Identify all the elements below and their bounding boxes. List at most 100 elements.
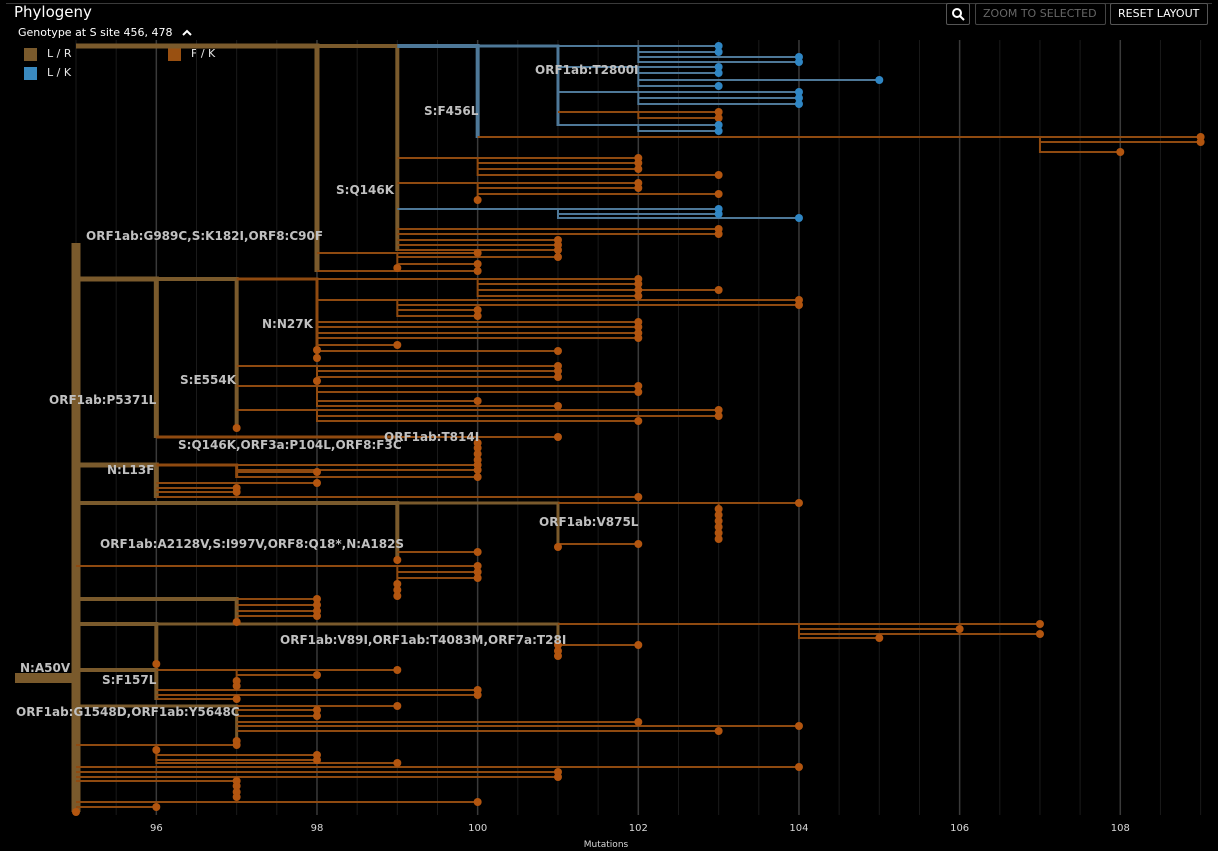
tip-node[interactable] [634, 641, 643, 649]
tip-node[interactable] [553, 543, 562, 551]
tip-node[interactable] [714, 727, 723, 735]
tip-node[interactable] [714, 286, 723, 294]
tip-node[interactable] [634, 540, 643, 548]
genotype-selector[interactable]: Genotype at S site 456, 478 [18, 26, 192, 39]
tip-node[interactable] [714, 190, 723, 198]
tip-node[interactable] [553, 402, 562, 410]
tip-node[interactable] [232, 782, 241, 790]
tip-node[interactable] [634, 280, 643, 288]
tip-node[interactable] [714, 69, 723, 77]
tip-node[interactable] [232, 741, 241, 749]
tip-node[interactable] [553, 773, 562, 781]
tip-node[interactable] [714, 63, 723, 71]
tip-node[interactable] [312, 612, 321, 620]
tip-node[interactable] [152, 660, 161, 668]
tip-node[interactable] [312, 468, 321, 476]
tip-node[interactable] [634, 417, 643, 425]
tip-node[interactable] [794, 499, 803, 507]
tip-node[interactable] [714, 114, 723, 122]
tip-node[interactable] [473, 260, 482, 268]
tip-node[interactable] [634, 382, 643, 390]
tip-node[interactable] [473, 450, 482, 458]
tip-node[interactable] [634, 159, 643, 167]
tip-node[interactable] [312, 712, 321, 720]
tip-node[interactable] [714, 517, 723, 525]
tip-node[interactable] [393, 580, 402, 588]
tip-node[interactable] [634, 718, 643, 726]
legend-item-lk[interactable]: L / K [24, 65, 71, 81]
tip-node[interactable] [232, 793, 241, 801]
tip-node[interactable] [232, 488, 241, 496]
tip-node[interactable] [393, 264, 402, 272]
tip-node[interactable] [473, 249, 482, 257]
tip-node[interactable] [794, 100, 803, 108]
tip-node[interactable] [714, 210, 723, 218]
tip-node[interactable] [312, 377, 321, 385]
tip-node[interactable] [393, 592, 402, 600]
tip-node[interactable] [714, 529, 723, 537]
tree-tips[interactable] [72, 42, 1205, 816]
tip-node[interactable] [473, 574, 482, 582]
tip-node[interactable] [473, 568, 482, 576]
tip-node[interactable] [312, 671, 321, 679]
tip-node[interactable] [714, 48, 723, 56]
tip-node[interactable] [473, 473, 482, 481]
tip-node[interactable] [794, 88, 803, 96]
reset-layout-button[interactable]: RESET LAYOUT [1110, 3, 1208, 25]
tip-node[interactable] [393, 341, 402, 349]
tip-node[interactable] [473, 267, 482, 275]
tip-node[interactable] [393, 702, 402, 710]
tip-node[interactable] [312, 479, 321, 487]
tip-node[interactable] [634, 388, 643, 396]
tip-node[interactable] [714, 108, 723, 116]
tip-node[interactable] [794, 94, 803, 102]
tip-node[interactable] [473, 798, 482, 806]
tip-node[interactable] [714, 535, 723, 543]
tree-branches[interactable] [15, 43, 1201, 813]
tip-node[interactable] [714, 412, 723, 420]
tip-node[interactable] [714, 127, 723, 135]
tip-node[interactable] [553, 652, 562, 660]
tip-node[interactable] [1116, 148, 1125, 156]
tip-node[interactable] [1035, 630, 1044, 638]
legend-item-lr[interactable]: L / R [24, 46, 71, 62]
tip-node[interactable] [152, 803, 161, 811]
tip-node[interactable] [312, 354, 321, 362]
tip-node[interactable] [553, 347, 562, 355]
tip-node[interactable] [393, 556, 402, 564]
tip-node[interactable] [714, 121, 723, 129]
tip-node[interactable] [473, 548, 482, 556]
tip-node[interactable] [553, 367, 562, 375]
tip-node[interactable] [553, 433, 562, 441]
tip-node[interactable] [473, 312, 482, 320]
tip-node[interactable] [312, 346, 321, 354]
tip-node[interactable] [312, 756, 321, 764]
zoom-to-selected-button[interactable]: ZOOM TO SELECTED [975, 3, 1106, 25]
tip-node[interactable] [1196, 138, 1205, 146]
tip-node[interactable] [312, 595, 321, 603]
tip-node[interactable] [714, 511, 723, 519]
tip-node[interactable] [875, 76, 884, 84]
tip-node[interactable] [634, 334, 643, 342]
tip-node[interactable] [794, 214, 803, 222]
tip-node[interactable] [714, 171, 723, 179]
tip-node[interactable] [714, 42, 723, 50]
tip-node[interactable] [473, 691, 482, 699]
tip-node[interactable] [553, 246, 562, 254]
tip-node[interactable] [794, 301, 803, 309]
tip-node[interactable] [955, 625, 964, 633]
tip-node[interactable] [1035, 620, 1044, 628]
tip-node[interactable] [393, 759, 402, 767]
tip-node[interactable] [634, 165, 643, 173]
tip-node[interactable] [312, 601, 321, 609]
tip-node[interactable] [232, 424, 241, 432]
tip-node[interactable] [553, 253, 562, 261]
tip-node[interactable] [714, 230, 723, 238]
tip-node[interactable] [312, 706, 321, 714]
tip-node[interactable] [473, 397, 482, 405]
tip-node[interactable] [152, 746, 161, 754]
tip-node[interactable] [634, 286, 643, 294]
tip-node[interactable] [393, 666, 402, 674]
tip-node[interactable] [473, 444, 482, 452]
